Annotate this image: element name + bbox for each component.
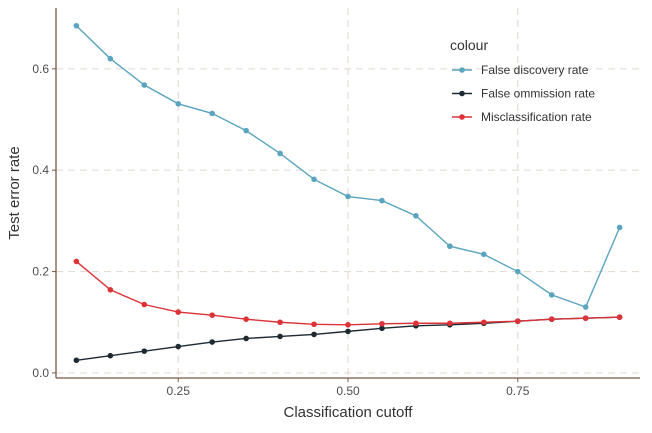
legend-item: False discovery rate xyxy=(452,63,589,77)
series-misclassification-rate xyxy=(73,258,623,328)
data-point xyxy=(311,331,317,338)
x-tick-label: 0.25 xyxy=(167,384,191,398)
y-axis-title: Test error rate xyxy=(6,146,23,239)
data-point xyxy=(175,100,182,107)
legend-label: Misclassification rate xyxy=(481,110,592,124)
series-line xyxy=(75,260,620,326)
data-point xyxy=(209,339,215,345)
grid-lines xyxy=(56,8,640,378)
data-point xyxy=(447,320,453,327)
data-point xyxy=(379,320,385,327)
data-point xyxy=(582,315,589,321)
series-false-discovery-rate xyxy=(73,22,623,310)
data-point xyxy=(311,176,317,183)
data-point xyxy=(141,301,148,308)
data-point xyxy=(209,110,215,117)
data-point xyxy=(141,82,148,88)
data-point xyxy=(345,193,351,200)
data-point xyxy=(413,320,419,327)
data-point xyxy=(73,357,80,364)
data-point xyxy=(616,314,623,320)
legend-label: False ommission rate xyxy=(481,87,595,101)
data-point xyxy=(175,343,182,350)
legend-key-point xyxy=(459,90,465,97)
data-point xyxy=(548,316,555,323)
legend-items: False discovery rate False ommission rate… xyxy=(452,63,595,124)
legend-key-point xyxy=(459,114,465,120)
data-point xyxy=(107,352,114,359)
x-tick-label: 0.50 xyxy=(336,384,360,398)
data-point xyxy=(481,251,487,258)
data-point xyxy=(243,127,249,134)
y-tick-label: 0.6 xyxy=(32,62,49,76)
data-point xyxy=(73,22,80,29)
y-tick-label: 0.2 xyxy=(32,265,49,279)
data-point xyxy=(243,335,249,342)
data-point xyxy=(345,321,351,328)
data-point xyxy=(277,319,283,326)
data-point xyxy=(582,304,589,310)
data-point xyxy=(175,309,182,315)
legend-item: False ommission rate xyxy=(452,87,595,101)
data-point xyxy=(379,197,385,204)
data-point xyxy=(514,318,521,325)
data-point xyxy=(209,312,215,318)
data-point xyxy=(481,319,487,326)
y-tick-label: 0.4 xyxy=(32,163,49,177)
data-point xyxy=(107,55,114,62)
data-point xyxy=(141,348,148,354)
data-point xyxy=(311,321,317,328)
legend: colour False discovery rate False ommissi… xyxy=(450,37,595,124)
data-point xyxy=(73,258,80,265)
data-point xyxy=(277,150,283,157)
data-point xyxy=(107,287,114,293)
data-point xyxy=(514,268,521,275)
data-point xyxy=(243,316,249,323)
data-point xyxy=(413,213,419,219)
x-tick-label: 0.75 xyxy=(506,384,530,398)
data-point xyxy=(277,333,283,340)
legend-item: Misclassification rate xyxy=(452,110,592,124)
x-axis-title: Classification cutoff xyxy=(284,404,414,421)
legend-title: colour xyxy=(450,37,488,53)
legend-key-point xyxy=(459,67,465,73)
data-series xyxy=(73,22,623,364)
y-tick-label: 0.0 xyxy=(32,366,49,380)
legend-label: False discovery rate xyxy=(481,63,589,77)
data-point xyxy=(345,328,351,335)
data-point xyxy=(379,325,385,332)
data-point xyxy=(616,224,623,231)
data-point xyxy=(548,292,555,298)
tick-labels: 0.25 0.50 0.75 0.0 0.2 0.4 0.6 xyxy=(32,62,529,398)
data-point xyxy=(447,243,453,250)
